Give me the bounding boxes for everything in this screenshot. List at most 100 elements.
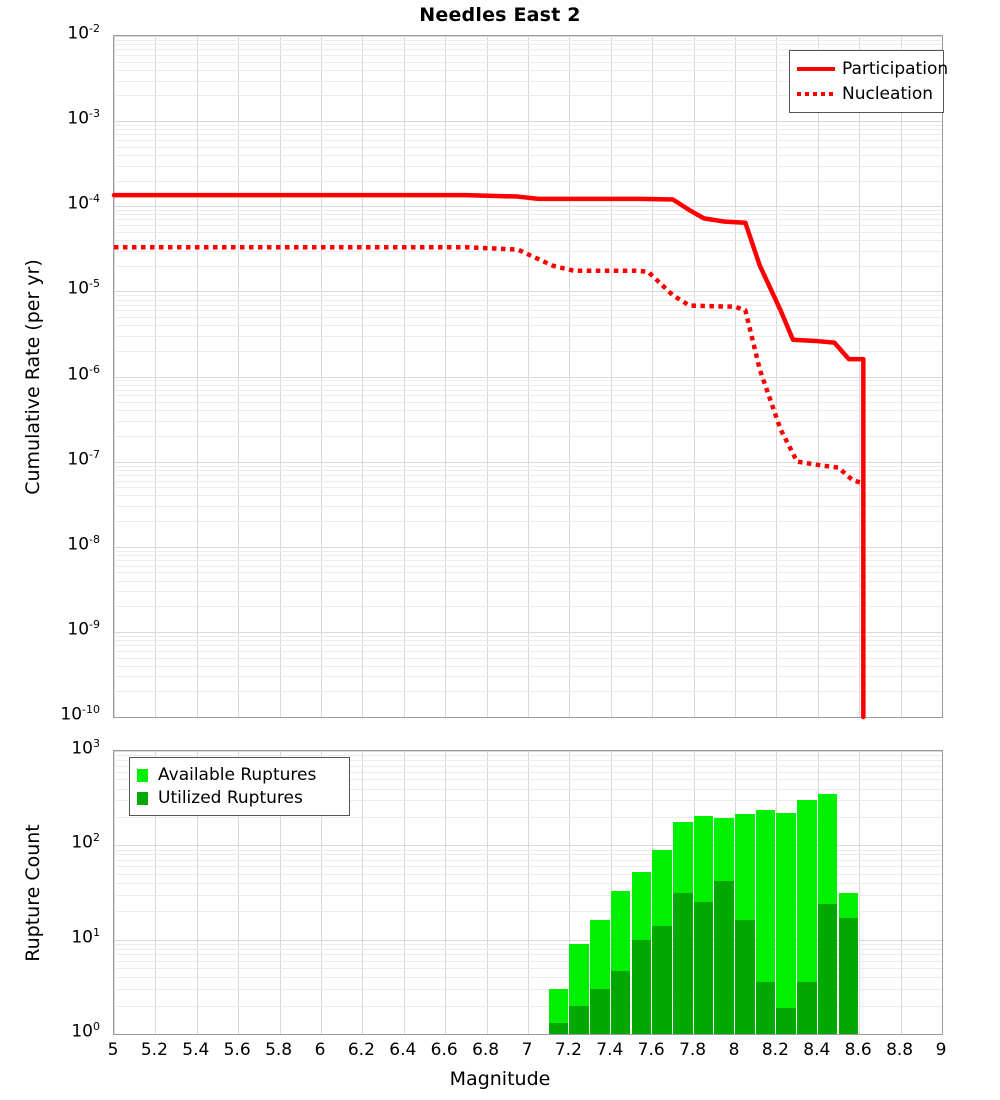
bar-segment-utilized <box>693 902 714 1034</box>
gridline-horizontal <box>114 566 942 567</box>
gridline-horizontal <box>114 251 942 252</box>
gridline-vertical <box>197 36 198 717</box>
legend-item-participation[interactable]: Participation <box>797 56 948 81</box>
gridline-horizontal <box>114 140 942 141</box>
x-tick-5-8: 5.8 <box>265 1040 293 1060</box>
gridline-vertical <box>528 36 529 717</box>
tick-mantissa: 10 <box>67 364 90 385</box>
gridline-horizontal <box>114 954 942 955</box>
gridline-horizontal <box>114 351 942 352</box>
bar-segment-utilized <box>776 1007 797 1034</box>
gridline-horizontal <box>114 766 942 767</box>
histogram-bar <box>652 751 672 1034</box>
gridline-vertical <box>487 36 488 717</box>
gridline-vertical <box>445 751 446 1034</box>
gridline-horizontal <box>114 300 942 301</box>
gridline-horizontal <box>114 377 942 378</box>
x-tick-5: 5 <box>107 1040 119 1060</box>
tick-mantissa: 10 <box>71 738 93 759</box>
histogram-bar <box>735 751 755 1034</box>
tick-mantissa: 10 <box>71 927 93 948</box>
tick-exponent: 2 <box>93 831 100 845</box>
gridline-horizontal <box>114 874 942 875</box>
gridline-vertical <box>901 36 902 717</box>
x-tick-7-6: 7.6 <box>637 1040 665 1060</box>
gridline-horizontal <box>114 560 942 561</box>
tick-mantissa: 10 <box>67 23 90 44</box>
legend-label-utilized: Utilized Ruptures <box>158 787 303 808</box>
y-tick-top-1e-2: 10-2 <box>8 22 100 44</box>
gridline-horizontal <box>114 310 942 311</box>
bar-segment-available <box>776 813 797 1034</box>
gridline-vertical <box>901 751 902 1034</box>
gridline-horizontal <box>114 944 942 945</box>
gridline-horizontal <box>114 632 942 633</box>
gridline-vertical <box>280 36 281 717</box>
gridline-horizontal <box>114 989 942 990</box>
bar-segment-available <box>755 810 776 1034</box>
bar-segment-utilized <box>569 1005 590 1034</box>
gridline-vertical <box>197 751 198 1034</box>
curve-participation <box>111 192 866 720</box>
legend-item-nucleation[interactable]: Nucleation <box>797 81 934 106</box>
bar-segment-utilized <box>631 939 652 1034</box>
gridline-vertical <box>321 751 322 1034</box>
histogram-bar <box>590 751 610 1034</box>
gridline-vertical <box>569 751 570 1034</box>
legend-item-utilized-ruptures[interactable]: Utilized Ruptures <box>137 786 340 809</box>
tick-exponent: 0 <box>93 1020 100 1033</box>
gridline-horizontal <box>114 305 942 306</box>
x-tick-8-2: 8.2 <box>761 1040 789 1060</box>
gridline-horizontal <box>114 883 942 884</box>
gridline-horizontal <box>114 789 942 790</box>
legend-label-participation: Participation <box>842 58 949 79</box>
page-title: Needles East 2 <box>419 4 581 26</box>
gridline-vertical <box>280 751 281 1034</box>
gridline-horizontal <box>114 817 942 818</box>
gridline-horizontal <box>114 1006 942 1007</box>
gridline-horizontal <box>114 421 942 422</box>
gridline-horizontal <box>114 240 942 241</box>
gridline-vertical <box>114 751 115 1034</box>
gridline-horizontal <box>114 466 942 467</box>
gridline-vertical <box>528 751 529 1034</box>
gridline-horizontal <box>114 640 942 641</box>
bar-segment-utilized <box>610 971 631 1034</box>
gridline-vertical <box>859 36 860 717</box>
gridline-horizontal <box>114 658 942 659</box>
utilized-swatch-icon <box>137 791 154 805</box>
x-tick-6-8: 6.8 <box>472 1040 500 1060</box>
gridline-horizontal <box>114 402 942 403</box>
gridline-horizontal <box>114 581 942 582</box>
tick-mantissa: 10 <box>67 108 90 129</box>
gridline-vertical <box>362 36 363 717</box>
histogram-bar <box>569 751 590 1034</box>
x-tick-6: 6 <box>314 1040 326 1060</box>
gridline-horizontal <box>114 219 942 220</box>
histogram-bar <box>797 751 817 1034</box>
histogram-bar <box>610 751 631 1034</box>
gridline-horizontal <box>114 410 942 411</box>
histogram-bar <box>528 751 548 1034</box>
legend-item-available-ruptures[interactable]: Available Ruptures <box>137 763 340 786</box>
rupture-histogram <box>114 751 942 1034</box>
bar-segment-utilized <box>817 903 838 1034</box>
tick-exponent: -10 <box>82 703 100 716</box>
gridline-vertical <box>155 751 156 1034</box>
gridline-vertical <box>404 36 405 717</box>
gridline-vertical <box>445 36 446 717</box>
gridline-horizontal <box>114 55 942 56</box>
x-tick-8: 8 <box>728 1040 740 1060</box>
y-tick-top-1e-8: 10-8 <box>8 533 100 555</box>
gridline-horizontal <box>114 40 942 41</box>
x-tick-8-4: 8.4 <box>803 1040 831 1060</box>
gridline-horizontal <box>114 380 942 381</box>
gridline-horizontal <box>114 49 942 50</box>
gridline-vertical <box>776 36 777 717</box>
gridline-horizontal <box>114 591 942 592</box>
gridline-horizontal <box>114 506 942 507</box>
gridline-horizontal <box>114 436 942 437</box>
tick-exponent: -6 <box>89 362 100 376</box>
histogram-bar <box>755 751 776 1034</box>
gridline-horizontal <box>114 385 942 386</box>
